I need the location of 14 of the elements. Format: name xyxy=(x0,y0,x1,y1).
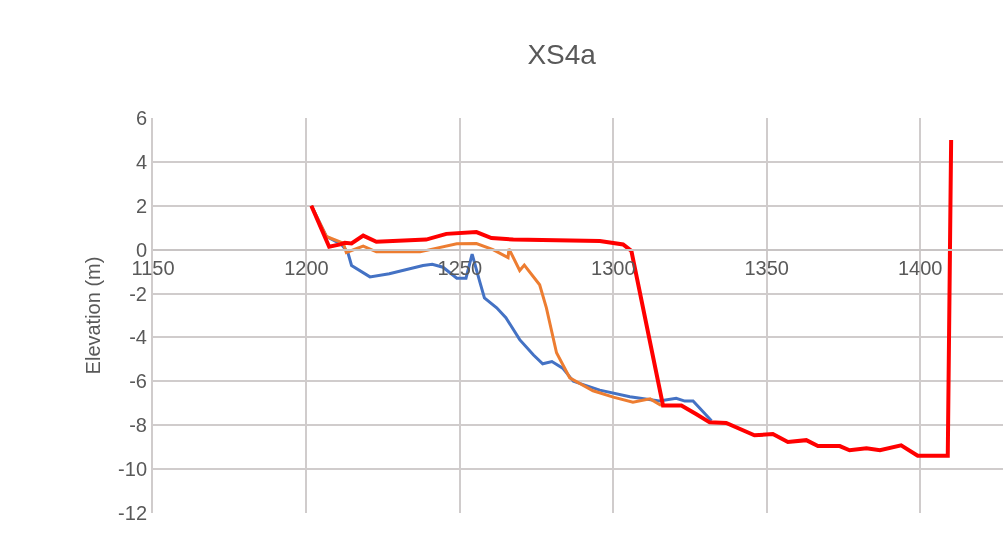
y-tick-label: 4 xyxy=(135,150,147,173)
chart-title: XS4a xyxy=(527,38,597,70)
y-tick-label: 2 xyxy=(135,194,147,217)
y-tick-label: -12 xyxy=(118,502,147,524)
y-tick-label: -4 xyxy=(129,326,147,349)
y-tick-label: -8 xyxy=(129,414,147,437)
y-axis-title: Elevation (m) xyxy=(82,256,105,375)
y-tick-label: -2 xyxy=(129,282,147,305)
x-tick-label: 1200 xyxy=(284,256,329,279)
y-tick-label: -10 xyxy=(118,458,147,481)
y-tick-label: -6 xyxy=(129,370,147,393)
y-tick-label: 6 xyxy=(135,107,147,129)
x-tick-label: 1400 xyxy=(897,256,943,279)
x-tick-label: 1350 xyxy=(744,256,789,279)
